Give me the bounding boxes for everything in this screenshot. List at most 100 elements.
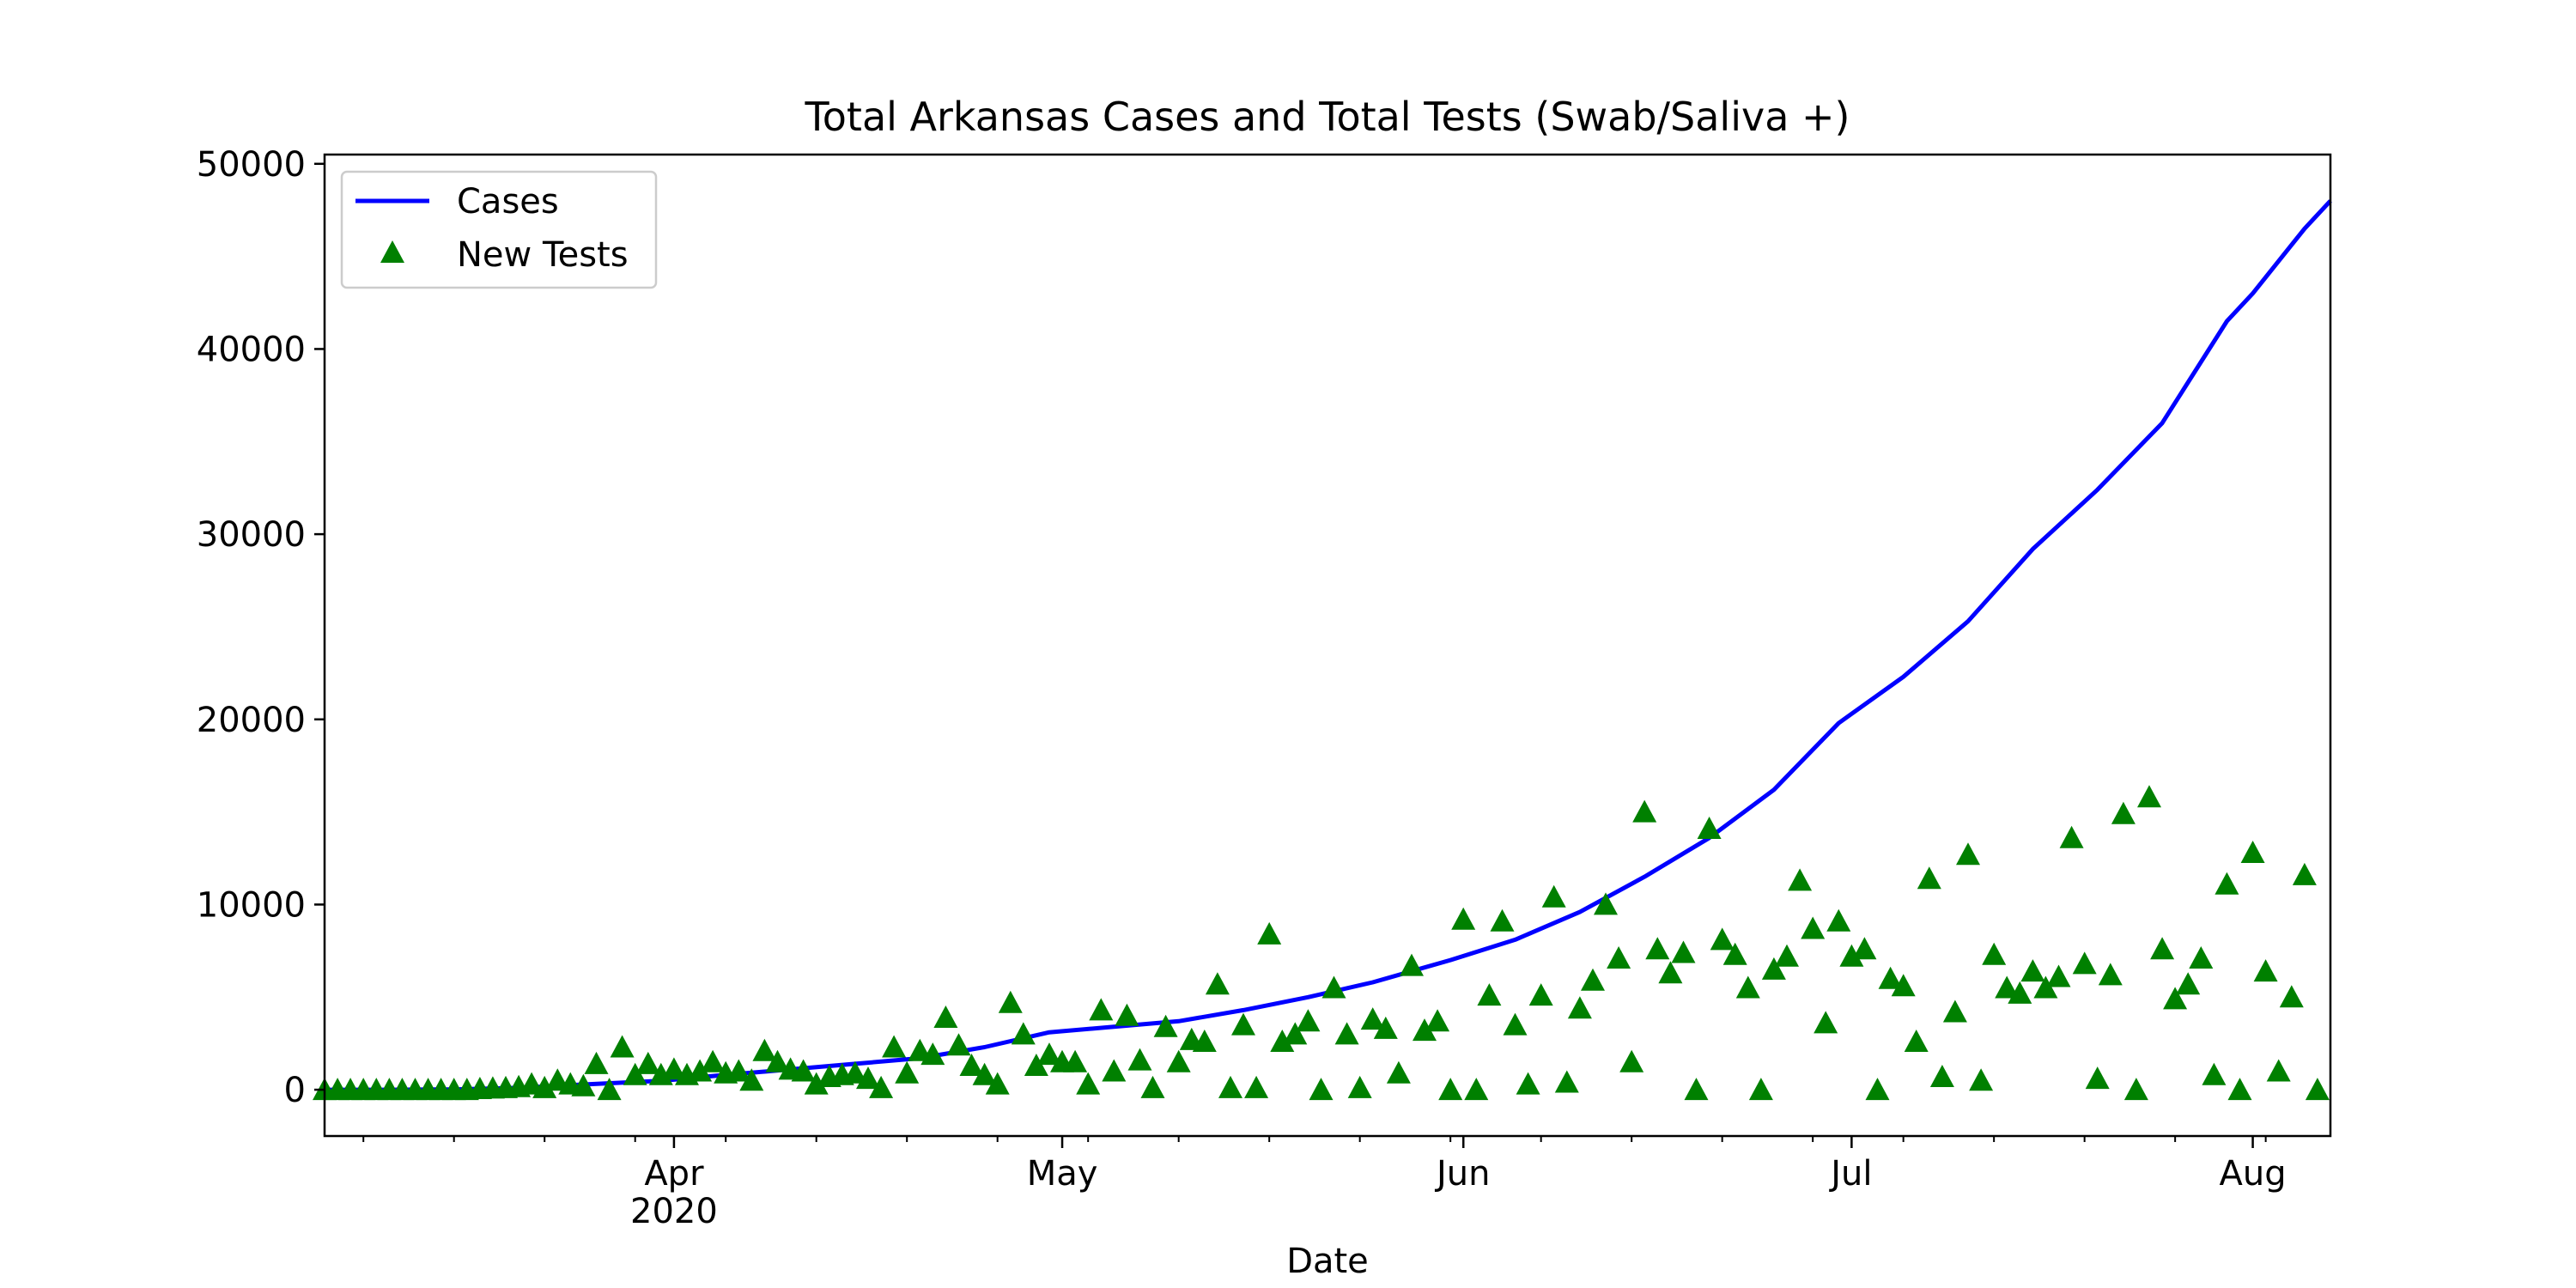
new-tests-marker [2033, 975, 2058, 999]
new-tests-marker [1192, 1030, 1217, 1052]
new-tests-marker [1205, 972, 1230, 995]
new-tests-marker [1671, 940, 1696, 963]
new-tests-marker [1089, 998, 1114, 1021]
new-tests-marker [1865, 1078, 1890, 1101]
y-tick-label: 20000 [197, 701, 306, 740]
new-tests-marker [2098, 963, 2123, 986]
new-tests-marker [1775, 944, 1799, 967]
new-tests-marker [765, 1049, 790, 1072]
x-tick-label: Jun [1434, 1154, 1491, 1194]
new-tests-marker [1257, 921, 1282, 945]
new-tests-marker [597, 1078, 622, 1101]
legend-cases-label: Cases [457, 182, 559, 222]
new-tests-marker [1140, 1075, 1165, 1098]
new-tests-marker [1942, 999, 1967, 1023]
new-tests-marker [2279, 985, 2304, 1008]
new-tests-marker [701, 1049, 726, 1072]
new-tests-marker [1658, 961, 1683, 984]
new-tests-marker [1477, 983, 1502, 1006]
new-tests-marker [2176, 972, 2201, 995]
new-tests-marker [1425, 1009, 1450, 1032]
new-tests-marker [1852, 937, 1877, 960]
plot-marks [313, 199, 2332, 1101]
new-tests-marker [1115, 1003, 1139, 1026]
legend: Cases New Tests [340, 170, 658, 289]
new-tests-marker [985, 1072, 1010, 1095]
new-tests-marker [1969, 1068, 1994, 1091]
new-tests-marker [752, 1038, 777, 1061]
new-tests-marker [1541, 884, 1566, 908]
new-tests-marker [584, 1051, 609, 1074]
new-tests-marker [1567, 996, 1592, 1019]
new-tests-marker [1024, 1054, 1048, 1076]
new-tests-marker [726, 1059, 751, 1082]
new-tests-marker [2111, 801, 2136, 824]
new-tests-marker [2072, 951, 2097, 975]
new-tests-marker [2266, 1059, 2291, 1082]
new-tests-marker [1360, 1007, 1385, 1030]
new-tests-marker [1697, 817, 1722, 839]
new-tests-marker [1528, 983, 1553, 1006]
new-tests-marker [1413, 1018, 1437, 1042]
legend-new-tests-label: New Tests [457, 235, 629, 275]
chart-title: Total Arkansas Cases and Total Tests (Sw… [804, 94, 1850, 140]
y-tick-label: 10000 [197, 885, 306, 925]
new-tests-marker [2215, 872, 2239, 895]
new-tests-marker [1995, 975, 2020, 999]
new-tests-marker [998, 990, 1023, 1013]
x-axis-label: Date [1286, 1242, 1369, 1281]
new-tests-marker [2059, 825, 2084, 848]
new-tests-marker [869, 1075, 894, 1098]
new-tests-marker [1296, 1009, 1321, 1032]
new-tests-marker [1710, 927, 1735, 951]
new-tests-marker [1334, 1022, 1359, 1045]
new-tests-marker [1011, 1022, 1036, 1045]
new-tests-marker [1244, 1075, 1269, 1098]
new-tests-marker [532, 1075, 557, 1098]
new-tests-marker [1102, 1059, 1127, 1082]
new-tests-marker [1438, 1078, 1463, 1101]
new-tests-marker [856, 1066, 880, 1090]
new-tests-marker [842, 1060, 867, 1084]
new-tests-marker [2020, 959, 2045, 982]
new-tests-marker [2240, 841, 2265, 863]
new-tests-marker [1607, 946, 1631, 969]
new-tests-marker [2253, 959, 2278, 982]
new-tests-marker [1400, 953, 1424, 976]
new-tests-marker [2189, 946, 2214, 969]
new-tests-marker [2085, 1066, 2110, 1090]
new-tests-marker [1464, 1078, 1489, 1101]
axes-frame [323, 153, 2332, 1138]
new-tests-marker [1982, 942, 2007, 965]
new-tests-marker [2137, 785, 2161, 808]
new-tests-marker [1581, 968, 1605, 991]
y-tick-label: 0 [284, 1071, 306, 1110]
new-tests-marker [2163, 987, 2188, 1010]
new-tests-marker [1722, 942, 1747, 965]
new-tests-marker [571, 1073, 596, 1097]
new-tests-marker [2202, 1062, 2227, 1085]
new-tests-marker [1929, 1065, 1954, 1087]
new-tests-marker [1386, 1060, 1411, 1084]
x-tick-label: Aug [2220, 1154, 2287, 1194]
x-tick-label: Apr [644, 1154, 704, 1194]
new-tests-marker [1283, 1022, 1308, 1045]
y-tick-label: 30000 [197, 515, 306, 555]
new-tests-marker [1594, 892, 1618, 915]
new-tests-marker [804, 1072, 829, 1095]
new-tests-marker [2292, 862, 2317, 885]
new-tests-marker [1270, 1030, 1295, 1052]
new-tests-marker [661, 1057, 686, 1080]
new-tests-marker [1917, 866, 1941, 890]
new-tests-marker [1503, 1012, 1528, 1036]
y-tick-label: 50000 [197, 145, 306, 185]
new-tests-marker [791, 1059, 816, 1082]
new-tests-marker [2305, 1078, 2330, 1101]
new-tests-marker [1956, 842, 1980, 866]
new-tests-marker [1904, 1030, 1929, 1052]
new-tests-marker [920, 1042, 945, 1066]
new-tests-marker [2123, 1078, 2148, 1101]
new-tests-marker [1554, 1070, 1579, 1093]
